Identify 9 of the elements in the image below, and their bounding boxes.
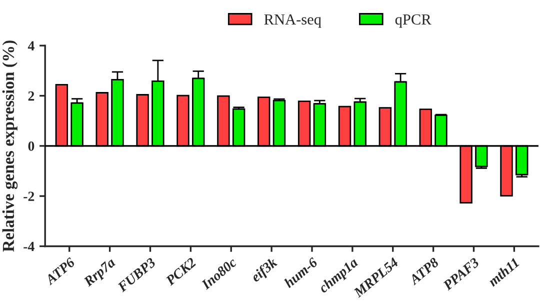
y-axis-title: Relative genes expression (%) [2, 40, 18, 252]
y-tick-label: 0 [28, 142, 34, 151]
y-tick-label: 4 [28, 41, 34, 50]
y-tick-label: -4 [24, 242, 34, 252]
y-tick-label: -2 [24, 192, 34, 201]
legend-label: RNA-seq [264, 14, 322, 28]
x-tick-label: eif3k [250, 256, 280, 285]
y-tick-label: 2 [28, 91, 34, 101]
legend-label: qPCR [395, 14, 432, 28]
